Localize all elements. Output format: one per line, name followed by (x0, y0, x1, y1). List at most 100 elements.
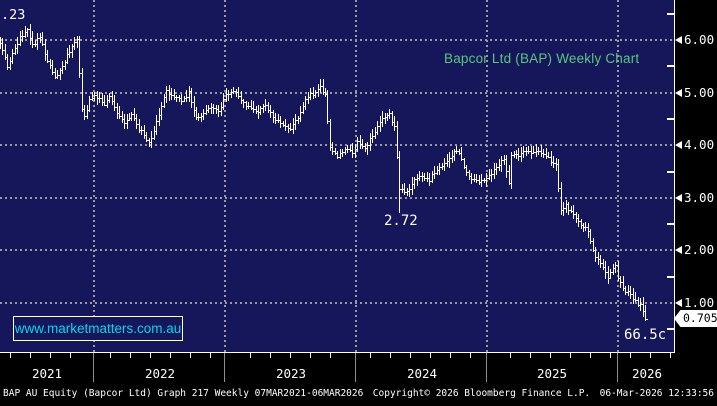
open-tick (586, 226, 588, 228)
weekly-price-bar (303, 102, 304, 115)
weekly-price-bar (10, 56, 11, 70)
weekly-price-bar (610, 269, 611, 280)
open-tick (606, 272, 608, 274)
weekly-price-bar (548, 151, 549, 159)
weekly-price-bar (360, 134, 361, 149)
open-tick (137, 124, 139, 126)
weekly-price-bar (456, 146, 457, 155)
weekly-price-bar (439, 162, 440, 175)
x-minor-tick (630, 353, 631, 358)
x-minor-tick (390, 353, 391, 358)
open-tick (494, 169, 496, 171)
weekly-price-bar (94, 92, 95, 101)
open-tick (313, 94, 315, 96)
open-tick (596, 257, 598, 259)
weekly-price-bar (588, 223, 589, 238)
open-tick (643, 310, 645, 312)
open-tick (442, 166, 444, 168)
weekly-price-bar (355, 143, 356, 159)
open-tick (544, 153, 546, 155)
open-tick (254, 108, 256, 110)
open-tick (169, 94, 171, 96)
weekly-price-bar (37, 33, 38, 50)
weekly-price-bar (623, 275, 624, 292)
y-axis-label: 4.00 (684, 137, 715, 153)
open-tick (110, 95, 112, 97)
weekly-price-bar (134, 108, 135, 122)
open-tick (231, 91, 233, 93)
open-tick (177, 97, 179, 99)
open-tick (251, 108, 253, 110)
weekly-price-bar (628, 285, 629, 296)
open-tick (554, 163, 556, 165)
open-tick (144, 134, 146, 136)
open-tick (633, 298, 635, 300)
weekly-price-bar (270, 105, 271, 118)
open-tick (164, 96, 166, 98)
weekly-price-bar (231, 88, 232, 99)
open-tick (417, 178, 419, 180)
weekly-price-bar (280, 116, 281, 129)
weekly-price-bar (511, 152, 512, 190)
open-tick (425, 178, 427, 180)
weekly-price-bar (424, 172, 425, 181)
weekly-price-bar (241, 91, 242, 104)
open-tick (35, 43, 37, 45)
open-tick (58, 74, 60, 76)
weekly-price-bar (251, 99, 252, 110)
open-tick (147, 139, 149, 141)
weekly-price-bar (136, 113, 137, 130)
open-tick (172, 95, 174, 97)
weekly-price-bar (464, 157, 465, 169)
open-tick (199, 116, 201, 118)
open-tick (234, 91, 236, 93)
open-tick (229, 94, 231, 96)
open-tick (70, 51, 72, 53)
open-tick (378, 126, 380, 128)
open-tick (182, 100, 184, 102)
weekly-price-bar (114, 94, 115, 112)
weekly-price-bar (387, 112, 388, 122)
open-tick (328, 120, 330, 122)
open-tick (100, 98, 102, 100)
open-tick (154, 131, 156, 133)
weekly-price-bar (337, 151, 338, 159)
open-tick (276, 120, 278, 122)
open-tick (512, 154, 514, 156)
weekly-price-bar (104, 94, 105, 107)
weekly-price-bar (67, 48, 68, 64)
open-tick (174, 96, 176, 98)
weekly-price-bar (17, 37, 18, 54)
weekly-price-bar (69, 45, 70, 58)
open-tick (574, 213, 576, 215)
open-tick (591, 241, 593, 243)
weekly-price-bar (233, 86, 234, 95)
open-tick (583, 227, 585, 229)
open-tick (321, 85, 323, 87)
open-tick (316, 92, 318, 94)
open-tick (613, 268, 615, 270)
weekly-price-bar (144, 124, 145, 140)
weekly-price-bar (489, 168, 490, 181)
open-tick (348, 149, 350, 151)
open-tick (20, 35, 22, 37)
open-tick (616, 265, 618, 266)
weekly-price-bar (367, 141, 368, 155)
open-tick (308, 97, 310, 99)
weekly-price-bar (127, 113, 128, 129)
weekly-price-bar (558, 158, 559, 192)
weekly-price-bar (380, 115, 381, 133)
open-tick (407, 191, 409, 193)
open-tick (219, 110, 221, 112)
open-tick (628, 290, 630, 292)
plot-area[interactable]: Bapcor Ltd (BAP) Weekly Chart .23 2.72 6… (0, 0, 675, 353)
weekly-price-bar (568, 201, 569, 216)
open-tick (30, 37, 32, 39)
open-tick (638, 304, 640, 306)
x-minor-tick (330, 353, 331, 358)
open-tick (507, 171, 509, 173)
weekly-price-bar (166, 86, 167, 104)
open-tick (139, 130, 141, 132)
weekly-price-bar (216, 104, 217, 114)
open-tick (201, 115, 203, 117)
